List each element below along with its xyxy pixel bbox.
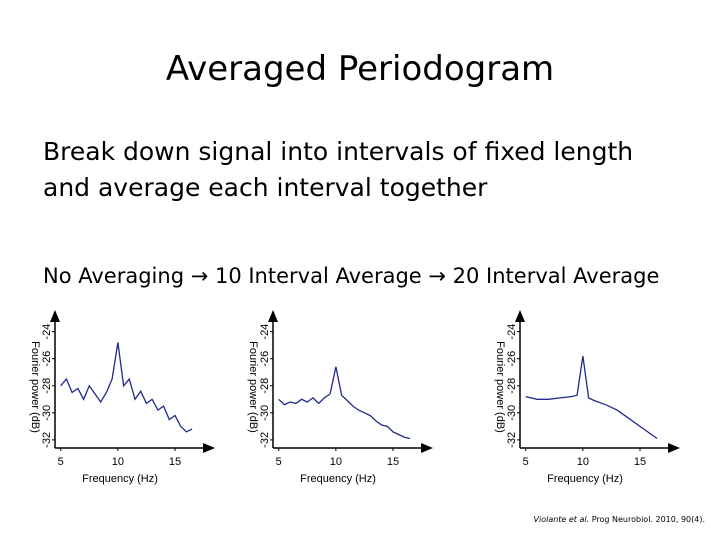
x-tick-label: 10 (330, 456, 342, 468)
x-axis-label: Frequency (Hz) (300, 473, 376, 485)
y-tick-label: -26 (41, 351, 53, 367)
y-axis-label: Fourier power (dB) (29, 341, 41, 433)
y-axis-label: Fourier power (dB) (247, 341, 259, 433)
citation: Violante et al. Prog Neurobiol. 2010, 90… (534, 515, 706, 524)
x-tick-label: 15 (169, 456, 181, 468)
x-tick-label: 15 (387, 456, 399, 468)
y-tick-label: -32 (506, 432, 518, 448)
x-axis-label: Frequency (Hz) (547, 473, 623, 485)
x-tick-label: 5 (523, 456, 529, 468)
x-tick-label: 5 (58, 456, 64, 468)
y-tick-label: -32 (41, 432, 53, 448)
x-axis-label: Frequency (Hz) (82, 473, 158, 485)
y-tick-label: -28 (41, 378, 53, 394)
y-tick-label: -26 (506, 351, 518, 367)
x-tick-label: 10 (112, 456, 124, 468)
y-tick-label: -30 (506, 405, 518, 421)
spectrum-line (525, 355, 658, 440)
bullet-text: and average each interval together (43, 173, 488, 202)
spectrum-line (278, 366, 411, 440)
x-tick-label: 10 (577, 456, 589, 468)
y-axis-arrow (268, 310, 278, 322)
x-tick-label: 5 (276, 456, 282, 468)
y-tick-label: -24 (41, 324, 53, 340)
y-tick-label: -28 (506, 378, 518, 394)
x-axis-arrow (421, 443, 433, 453)
y-tick-label: -30 (259, 405, 271, 421)
y-tick-label: -26 (259, 351, 271, 367)
bullet-text: Break down signal into intervals of fixe… (43, 137, 633, 166)
x-tick-label: 15 (634, 456, 646, 468)
y-axis-label: Fourier power (dB) (494, 341, 506, 433)
spectrum-line (60, 342, 193, 433)
y-tick-label: -28 (259, 378, 271, 394)
y-tick-label: -24 (259, 324, 271, 340)
citation-authors: Violante et al. (534, 515, 590, 524)
y-axis-arrow (515, 310, 525, 322)
y-tick-label: -30 (41, 405, 53, 421)
y-tick-label: -32 (259, 432, 271, 448)
y-axis-arrow (50, 310, 60, 322)
slide-title: Averaged Periodogram (166, 49, 554, 89)
x-axis-arrow (668, 443, 680, 453)
bullet-text: No Averaging → 10 Interval Average → 20 … (43, 264, 659, 288)
x-axis-arrow (203, 443, 215, 453)
y-tick-label: -24 (506, 324, 518, 340)
citation-rest: Prog Neurobiol. 2010, 90(4). (589, 515, 705, 524)
